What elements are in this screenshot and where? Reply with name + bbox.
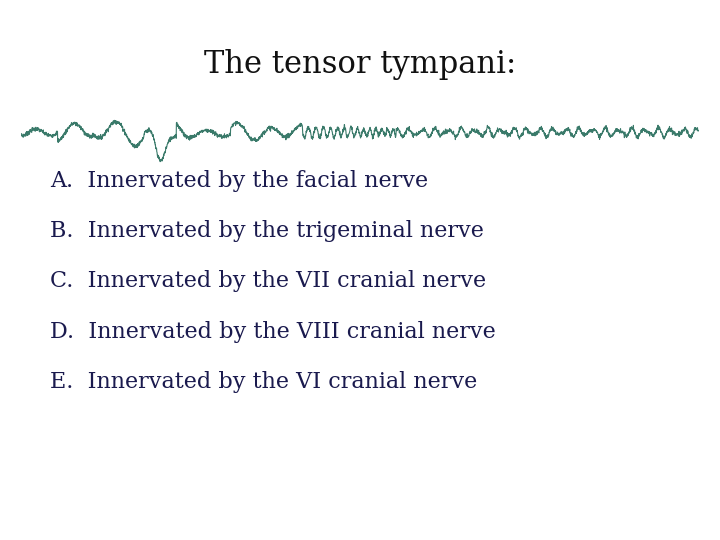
Text: C.  Innervated by the VII cranial nerve: C. Innervated by the VII cranial nerve xyxy=(50,271,487,292)
Text: The tensor tympani:: The tensor tympani: xyxy=(204,49,516,80)
Text: D.  Innervated by the VIII cranial nerve: D. Innervated by the VIII cranial nerve xyxy=(50,321,496,342)
Text: A.  Innervated by the facial nerve: A. Innervated by the facial nerve xyxy=(50,170,428,192)
Text: E.  Innervated by the VI cranial nerve: E. Innervated by the VI cranial nerve xyxy=(50,371,477,393)
Text: B.  Innervated by the trigeminal nerve: B. Innervated by the trigeminal nerve xyxy=(50,220,485,242)
